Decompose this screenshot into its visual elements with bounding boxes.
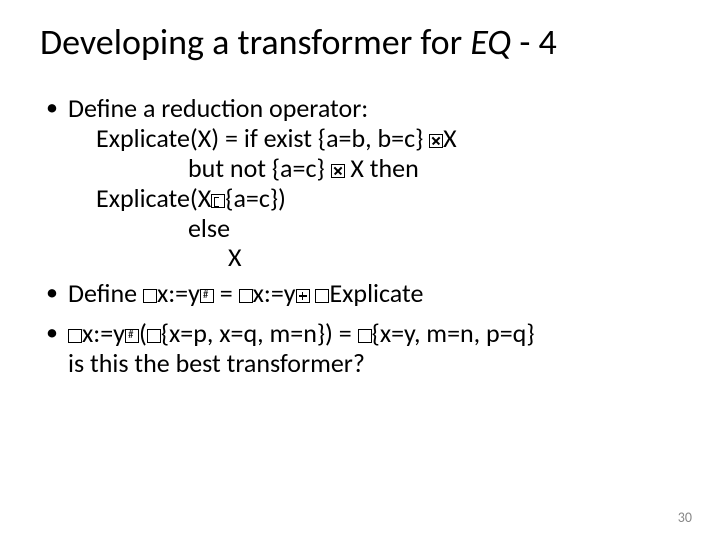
- subset-icon: [331, 164, 345, 178]
- b2-p1: Define: [68, 277, 143, 309]
- title-eq: EQ: [470, 20, 511, 64]
- slide-title: Developing a transformer for EQ - 4: [40, 20, 680, 64]
- b1-line2b: X: [443, 122, 457, 154]
- b3-p2: :=y: [93, 317, 125, 349]
- b2-p5: x: [253, 277, 264, 309]
- b3-p5: {x=y, m=n, p=q}: [372, 317, 535, 349]
- bullet-1: Define a reduction operator: Explicate(X…: [40, 94, 680, 273]
- result-icon: [358, 329, 372, 343]
- b2-p6: :=y: [264, 277, 296, 309]
- b2-p4: =: [214, 277, 239, 309]
- bullet-2: Define x:=y = x:=y Explicate: [40, 279, 680, 309]
- hash-icon: [200, 289, 214, 303]
- b1-line4a: Explicate(X: [96, 182, 211, 214]
- slide: Developing a transformer for EQ - 4 Defi…: [0, 0, 720, 540]
- b2-p8: Explicate: [329, 277, 423, 309]
- title-prefix: Developing a transformer for: [40, 20, 470, 64]
- b1-line3a: but not {a=c}: [188, 152, 331, 184]
- hash-icon: [125, 329, 139, 343]
- lbracket-icon: [239, 289, 253, 303]
- b1-line1: Define a reduction operator:: [68, 92, 368, 124]
- b3-p4: {x=p, x=q, m=n}) =: [161, 317, 358, 349]
- b3-p1: x: [82, 317, 93, 349]
- title-suffix: - 4: [511, 20, 557, 64]
- union-icon: [211, 194, 225, 208]
- b1-line2a: Explicate(X) = if exist {a=b, b=c}: [96, 122, 423, 154]
- b1-line3b: X then: [350, 152, 418, 184]
- lbracket-icon: [143, 289, 157, 303]
- lbracket-icon: [68, 329, 82, 343]
- slide-body: Define a reduction operator: Explicate(X…: [40, 94, 680, 379]
- b1-line5: else: [68, 214, 680, 244]
- compose-icon: [315, 289, 329, 303]
- b2-p3: :=y: [168, 277, 200, 309]
- b1-line6: X: [68, 243, 680, 273]
- subset-icon: [429, 134, 443, 148]
- page-number: 30: [678, 509, 692, 526]
- b3-question: is this the best transformer?: [68, 347, 365, 379]
- arg-icon: [147, 329, 161, 343]
- bullet-3: x:=y({x=p, x=q, m=n}) = {x=y, m=n, p=q} …: [40, 319, 680, 379]
- rbracket-icon: [296, 289, 310, 303]
- b3-p3: (: [139, 317, 147, 349]
- b1-line4b: {a=c}): [225, 182, 286, 214]
- b2-p2: x: [157, 277, 168, 309]
